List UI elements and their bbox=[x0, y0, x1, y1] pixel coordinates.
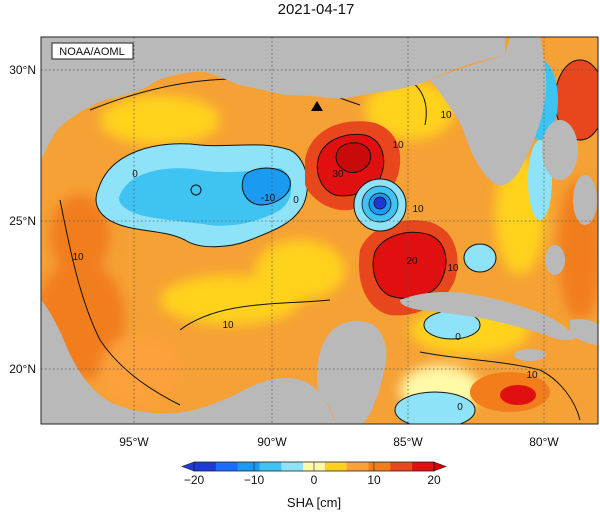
land-masses bbox=[41, 37, 598, 424]
lon-tick-95w: 95°W bbox=[119, 435, 149, 449]
florida-peninsula bbox=[430, 37, 547, 186]
colorbar-tick-20: 20 bbox=[427, 473, 441, 487]
lon-tick-80w: 80°W bbox=[529, 435, 559, 449]
colorbar-segment bbox=[281, 462, 304, 471]
lat-tick-20n: 20°N bbox=[9, 362, 36, 376]
colorbar-segment bbox=[346, 462, 370, 471]
colorbar-segment bbox=[215, 462, 239, 471]
colorbar-segment bbox=[237, 462, 260, 471]
lon-tick-85w: 85°W bbox=[393, 435, 423, 449]
bahamas-1 bbox=[542, 120, 578, 180]
bahamas-2 bbox=[573, 175, 597, 225]
colorbar-tick-minus20: −20 bbox=[184, 473, 205, 487]
us-gulf-coast-land bbox=[41, 37, 505, 160]
credit-box bbox=[51, 42, 134, 60]
contour-label: -10 bbox=[261, 193, 276, 204]
yucatan-peninsula bbox=[316, 320, 387, 424]
contour-label: 10 bbox=[447, 263, 459, 274]
contour-label: 0 bbox=[455, 332, 461, 343]
contour-labels: 0 0 -10 10 30 10 10 20 10 0 10 0 10 10 bbox=[72, 110, 538, 413]
colorbar bbox=[181, 461, 447, 472]
latitude-tick-labels: 30°N 25°N 20°N bbox=[9, 63, 36, 376]
lat-tick-25n: 25°N bbox=[9, 214, 36, 228]
colorbar-tick-10: 10 bbox=[367, 473, 381, 487]
lon-tick-90w: 90°W bbox=[257, 435, 287, 449]
contour-label: 20 bbox=[406, 256, 418, 267]
contour-label: 0 bbox=[132, 169, 138, 180]
cuba-north-cold-feature bbox=[463, 243, 497, 273]
bahamas-3 bbox=[545, 245, 565, 275]
contour-line-west bbox=[59, 199, 181, 406]
colorbar-min-extend bbox=[181, 461, 195, 472]
colorbar-segment bbox=[324, 462, 348, 471]
contour-label: 10 bbox=[440, 110, 452, 121]
figure-title: 2021-04-17 bbox=[278, 1, 355, 18]
station-triangle-marker bbox=[311, 101, 323, 111]
colorbar-segment bbox=[259, 462, 282, 471]
contour-label: 10 bbox=[222, 320, 234, 331]
yucatan-warm-peak bbox=[372, 231, 447, 299]
colorbar-segment bbox=[412, 462, 435, 471]
hispaniola-edge bbox=[570, 319, 598, 345]
loop-current-max bbox=[335, 142, 372, 174]
contour-label: 10 bbox=[526, 370, 538, 381]
mexico-coast-land bbox=[41, 300, 336, 424]
lat-tick-30n: 30°N bbox=[9, 63, 36, 77]
colorbar-max-extend bbox=[433, 461, 447, 472]
colorbar-segment bbox=[390, 462, 413, 471]
western-cold-eddy-minimum bbox=[241, 167, 291, 206]
contour-label: 10 bbox=[72, 252, 84, 263]
map-frame bbox=[40, 36, 599, 425]
colorbar-tick-minus10: −10 bbox=[244, 473, 265, 487]
small-closed-contour bbox=[190, 184, 202, 196]
contour-line-central bbox=[179, 299, 331, 331]
jamaica bbox=[514, 349, 546, 361]
colorbar-tick-0: 0 bbox=[311, 473, 318, 487]
southern-cold-feature bbox=[394, 391, 476, 424]
colorbar-segment bbox=[194, 462, 217, 471]
contour-label: 0 bbox=[293, 195, 299, 206]
longitude-tick-labels: 95°W 90°W 85°W 80°W bbox=[119, 435, 559, 449]
contour-label: 10 bbox=[392, 140, 404, 151]
contour-label: 10 bbox=[412, 204, 424, 215]
cuba bbox=[400, 292, 575, 341]
lat-lon-grid bbox=[41, 37, 598, 424]
colorbar-segment bbox=[368, 462, 391, 471]
southern-warm-peak bbox=[500, 385, 536, 405]
credit-text: NOAA/AOML bbox=[59, 46, 124, 58]
contour-label: 30 bbox=[332, 169, 344, 180]
colorbar-label: SHA [cm] bbox=[287, 495, 341, 510]
contour-label: 0 bbox=[457, 402, 463, 413]
contour-line-caribbean bbox=[419, 351, 581, 421]
cold-eddy-center bbox=[373, 196, 387, 210]
map-plot-area: 0 0 -10 10 30 10 10 20 10 0 10 0 10 10 bbox=[41, 37, 598, 424]
colorbar-tick-labels: −20 −10 0 10 20 bbox=[184, 473, 441, 487]
